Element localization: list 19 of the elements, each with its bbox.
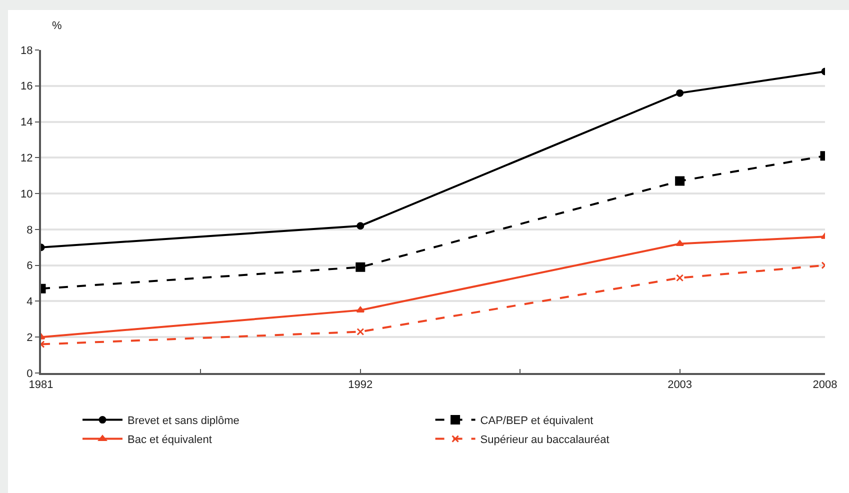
y-tick-label: 6 [26, 260, 33, 272]
y-axis-title: % [52, 20, 62, 32]
legend-label: Brevet et sans diplôme [128, 415, 240, 428]
x-tick-label: 2003 [668, 379, 692, 392]
x-tick-label: 1981 [28, 379, 54, 392]
y-tick-label: 8 [26, 224, 33, 236]
y-tick-label: 16 [20, 80, 33, 93]
legend-label: Supérieur au baccalauréat [480, 434, 610, 446]
y-tick-label: 14 [20, 116, 33, 129]
legend-label: Bac et équivalent [128, 434, 212, 446]
y-tick-label: 2 [26, 332, 33, 344]
y-tick-label: 4 [26, 296, 33, 308]
y-tick-label: 0 [26, 368, 33, 380]
y-tick-label: 12 [20, 152, 33, 165]
y-tick-label: 10 [20, 188, 33, 200]
x-tick-label: 2008 [812, 379, 838, 392]
x-tick-label: 1992 [348, 379, 373, 392]
y-tick-label: 18 [20, 44, 33, 57]
legend-label: CAP/BEP et équivalent [480, 415, 594, 428]
